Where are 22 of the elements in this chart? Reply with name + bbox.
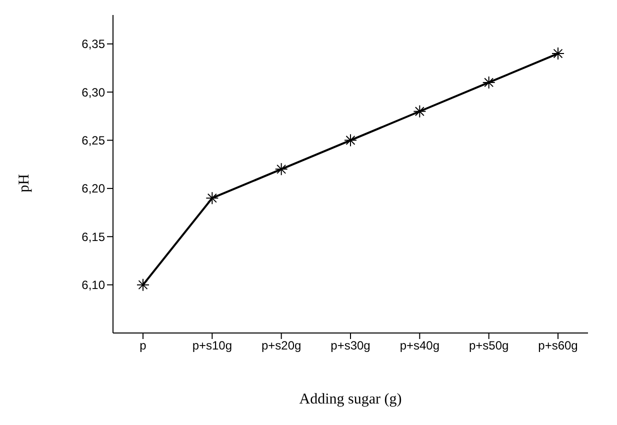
x-tick-label: p bbox=[140, 338, 147, 353]
x-tick-label: p+s60g bbox=[538, 338, 578, 353]
y-tick-label: 6,35 bbox=[82, 37, 106, 52]
point bbox=[552, 47, 564, 60]
x-tick-label: p+s40g bbox=[400, 338, 440, 353]
x-tick-label: p+s10g bbox=[192, 338, 232, 353]
point bbox=[413, 104, 426, 118]
y-tick-label: 6,10 bbox=[82, 278, 106, 292]
point bbox=[136, 278, 150, 292]
x-tick-label: p+s30g bbox=[330, 338, 370, 353]
point bbox=[482, 76, 496, 89]
y-tick-label: 6,25 bbox=[82, 134, 106, 148]
x-axis-title: Adding sugar (g) bbox=[299, 392, 402, 408]
x-tick-label: p+s50g bbox=[468, 338, 509, 353]
point bbox=[206, 192, 219, 205]
y-tick-label: 6,15 bbox=[82, 230, 106, 244]
y-axis-title: pH bbox=[16, 174, 32, 192]
y-tick-label: 6,30 bbox=[82, 85, 106, 100]
point bbox=[274, 162, 288, 176]
point bbox=[344, 134, 357, 147]
y-tick-label: 6,20 bbox=[82, 182, 106, 196]
x-tick-label: p+s20g bbox=[261, 338, 302, 353]
